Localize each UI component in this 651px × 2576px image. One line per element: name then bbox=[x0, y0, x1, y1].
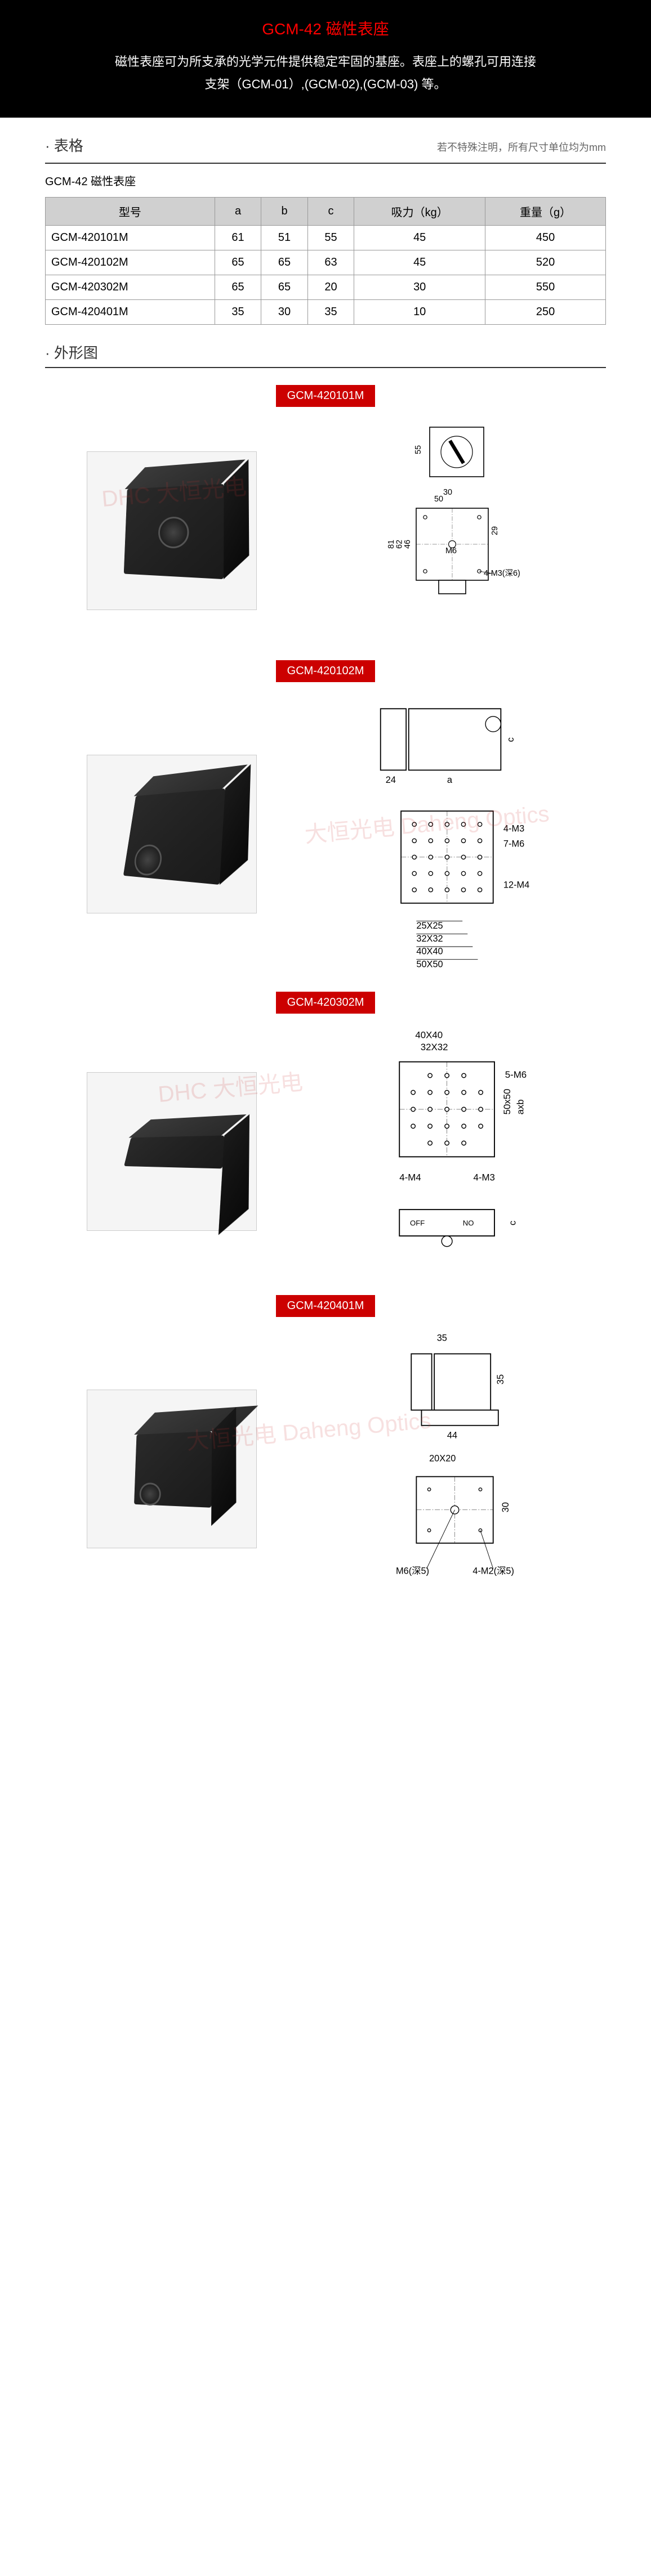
model-label-1: GCM-420101M bbox=[45, 385, 606, 407]
svg-text:c: c bbox=[506, 737, 516, 742]
svg-text:44: 44 bbox=[447, 1431, 457, 1441]
table-header: c bbox=[307, 198, 354, 226]
svg-text:30: 30 bbox=[443, 488, 452, 497]
tech-drawing-2: 24 a c 4-M3 7-M6 12-M4 25X25 32X32 40X40… bbox=[340, 693, 565, 975]
svg-text:4-M3: 4-M3 bbox=[503, 824, 524, 834]
svg-text:55: 55 bbox=[414, 445, 423, 454]
svg-text:20X20: 20X20 bbox=[429, 1454, 456, 1464]
description: 磁性表座可为所支承的光学元件提供稳定牢固的基座。表座上的螺孔可用连接 支架（GC… bbox=[45, 51, 606, 95]
svg-text:32X32: 32X32 bbox=[420, 1042, 448, 1052]
svg-text:M6(深5): M6(深5) bbox=[396, 1566, 429, 1576]
outline-section: · 外形图 GCM-420101M DHC 大恒光电 55 M6 50 30 8… bbox=[45, 342, 606, 1610]
table-header: 吸力（kg） bbox=[354, 198, 485, 226]
svg-text:axb: axb bbox=[515, 1099, 525, 1114]
product-photo-4 bbox=[87, 1390, 257, 1548]
svg-text:40X40: 40X40 bbox=[415, 1030, 443, 1041]
table-header: 型号 bbox=[46, 198, 215, 226]
svg-text:24: 24 bbox=[385, 775, 395, 785]
svg-text:50x50: 50x50 bbox=[502, 1089, 512, 1115]
spec-subtitle: GCM-42 磁性表座 bbox=[45, 172, 606, 189]
page-title: GCM-42 磁性表座 bbox=[45, 17, 606, 39]
table-header: a bbox=[215, 198, 261, 226]
model-label-2: GCM-420102M bbox=[45, 660, 606, 682]
svg-text:5-M6: 5-M6 bbox=[505, 1069, 526, 1080]
svg-text:50: 50 bbox=[434, 495, 443, 504]
table-row: GCM-420302M65652030550 bbox=[46, 275, 606, 300]
svg-text:46: 46 bbox=[403, 540, 412, 549]
svg-text:4-M4: 4-M4 bbox=[399, 1172, 421, 1183]
svg-text:30: 30 bbox=[501, 1502, 511, 1512]
svg-text:4-M3: 4-M3 bbox=[473, 1172, 494, 1183]
table-header: b bbox=[261, 198, 307, 226]
tech-drawing-1: 55 M6 50 30 81 62 46 29 4-M3(深6) bbox=[340, 418, 565, 643]
svg-text:25X25: 25X25 bbox=[416, 921, 443, 931]
product-photo-1 bbox=[87, 451, 257, 610]
model-label-3: GCM-420302M bbox=[45, 992, 606, 1014]
spec-title: · 表格 bbox=[45, 135, 83, 160]
svg-text:c: c bbox=[507, 1221, 518, 1225]
svg-text:50X50: 50X50 bbox=[416, 960, 443, 970]
table-row: GCM-420101M61515545450 bbox=[46, 226, 606, 250]
outline-title: · 外形图 bbox=[45, 342, 606, 368]
svg-text:32X32: 32X32 bbox=[416, 934, 443, 944]
product-photo-3 bbox=[87, 1072, 257, 1231]
svg-text:4-M2(深5): 4-M2(深5) bbox=[472, 1566, 514, 1576]
table-row: GCM-420102M65656345520 bbox=[46, 250, 606, 275]
spec-section: · 表格 若不特殊注明，所有尺寸单位均为mm GCM-42 磁性表座 型号abc… bbox=[45, 135, 606, 325]
spec-table: 型号abc吸力（kg）重量（g） GCM-420101M61515545450G… bbox=[45, 197, 606, 325]
diagram-row-2: 大恒光电 Daheng Optics 24 a c 4-M3 7-M6 12-M… bbox=[45, 693, 606, 975]
svg-text:NO: NO bbox=[462, 1218, 474, 1227]
svg-text:12-M4: 12-M4 bbox=[503, 880, 529, 890]
product-photo-2 bbox=[87, 755, 257, 913]
tech-drawing-4: 35 35 44 20X20 30 M6(深5) 4-M2(深5) bbox=[340, 1328, 565, 1610]
header-section: GCM-42 磁性表座 磁性表座可为所支承的光学元件提供稳定牢固的基座。表座上的… bbox=[0, 0, 651, 118]
spec-note: 若不特殊注明，所有尺寸单位均为mm bbox=[437, 140, 606, 154]
table-header: 重量（g） bbox=[485, 198, 606, 226]
svg-text:35: 35 bbox=[495, 1374, 505, 1385]
model-label-4: GCM-420401M bbox=[45, 1295, 606, 1317]
tech-drawing-3: 40X40 32X32 5-M6 50x50 axb 4-M4 4-M3 OFF… bbox=[340, 1025, 565, 1278]
svg-text:M6: M6 bbox=[445, 546, 457, 555]
svg-text:62: 62 bbox=[395, 540, 404, 549]
table-row: GCM-420401M35303510250 bbox=[46, 300, 606, 325]
svg-text:81: 81 bbox=[387, 540, 396, 549]
svg-text:a: a bbox=[447, 775, 452, 785]
svg-text:OFF: OFF bbox=[410, 1218, 425, 1227]
diagram-row-1: DHC 大恒光电 55 M6 50 30 81 62 46 29 bbox=[45, 418, 606, 643]
svg-text:4-M3(深6): 4-M3(深6) bbox=[484, 568, 520, 578]
svg-text:40X40: 40X40 bbox=[416, 947, 443, 957]
svg-text:29: 29 bbox=[491, 526, 500, 535]
svg-text:7-M6: 7-M6 bbox=[503, 839, 524, 849]
diagram-row-3: DHC 大恒光电 40X40 32X32 5-M6 50x50 axb 4-M4… bbox=[45, 1025, 606, 1278]
diagram-row-4: 大恒光电 Daheng Optics 35 35 44 20X20 30 M6(… bbox=[45, 1328, 606, 1610]
svg-text:35: 35 bbox=[436, 1333, 447, 1343]
